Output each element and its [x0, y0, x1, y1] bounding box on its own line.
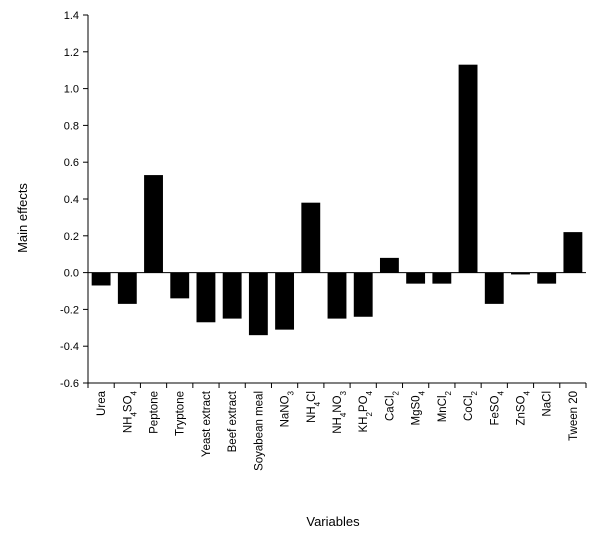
- bar: [170, 272, 190, 299]
- x-tick-label: NaCl: [542, 391, 554, 417]
- bar: [91, 272, 111, 286]
- bar: [432, 272, 452, 284]
- x-tick-label: FeSO4: [489, 390, 505, 425]
- x-tick-label: NH4Cl: [306, 391, 322, 423]
- x-tick-label: Urea: [96, 390, 108, 416]
- y-tick-label: 0.2: [64, 231, 79, 243]
- y-tick-label: 1.4: [64, 10, 79, 22]
- y-tick-label: 1.2: [64, 47, 79, 59]
- x-tick-label: MnCl2: [437, 390, 453, 422]
- bar: [222, 272, 242, 319]
- x-axis-label: Variables: [306, 514, 360, 529]
- bar: [196, 272, 216, 323]
- x-tick-label: MgS04: [411, 390, 427, 425]
- bar: [484, 272, 504, 304]
- bar: [379, 257, 399, 273]
- bar: [275, 272, 295, 330]
- x-tick-label: CaCl2: [384, 390, 400, 421]
- x-axis: Urea NH4SO4 Peptone Tryptone Yeast extract Be…: [87, 272, 587, 471]
- bar: [537, 272, 557, 284]
- bar: [458, 64, 478, 273]
- x-tick-label: NH4SO4: [122, 390, 138, 433]
- x-tick-label: NH4NO3: [332, 390, 348, 433]
- bar: [511, 272, 530, 275]
- bar: [248, 272, 268, 336]
- x-tick-label: Beef extract: [227, 390, 239, 452]
- bar: [563, 232, 583, 273]
- bar: [327, 272, 347, 319]
- bars-group: [91, 64, 583, 336]
- bar: [353, 272, 373, 317]
- y-tick-label: 0.6: [64, 157, 79, 169]
- y-tick-label: 0.8: [64, 120, 79, 132]
- y-axis-label: Main effects: [15, 183, 30, 253]
- x-tick-label: Yeast extract: [201, 390, 213, 457]
- y-tick-label: -0.6: [60, 378, 79, 390]
- bar: [144, 175, 163, 273]
- y-axis: 1.4 1.2 1.0 0.8 0.6 0.4 0.2 0.0 -0.2 -0.4 -0.6: [60, 10, 89, 390]
- bar: [406, 272, 426, 284]
- x-tick-label: KH2PO4: [358, 390, 374, 432]
- x-tick-label: Soyabean meal: [253, 391, 265, 471]
- x-tick-label: CoCl2: [463, 390, 479, 421]
- x-tick-label: Tryptone: [175, 391, 187, 436]
- y-tick-label: -0.4: [60, 341, 79, 353]
- y-tick-label: 1.0: [64, 84, 79, 96]
- y-tick-label: 0.0: [64, 268, 79, 280]
- x-tick-label: NaNO3: [280, 390, 296, 427]
- bar: [301, 202, 321, 273]
- bar: [117, 272, 137, 304]
- x-tick-label: Peptone: [149, 391, 161, 434]
- y-tick-label: 0.4: [64, 194, 79, 206]
- x-tick-label: ZnSO4: [515, 390, 531, 425]
- x-tick-label: Tween 20: [568, 391, 580, 441]
- y-tick-label: -0.2: [60, 304, 79, 316]
